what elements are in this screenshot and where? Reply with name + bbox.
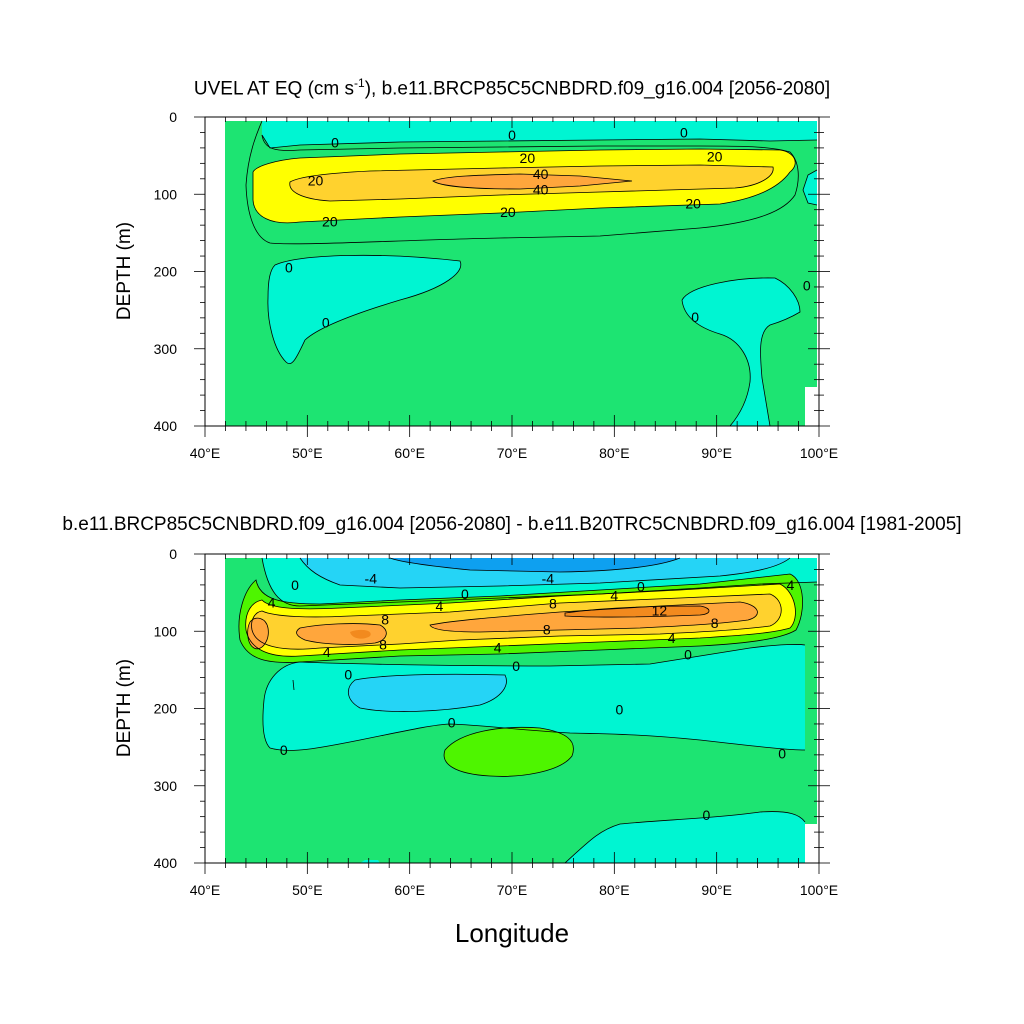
bottom-bottom-cyan-region: [565, 811, 805, 863]
top-jet-60-region: [433, 174, 632, 189]
top-east-negative-patch: [803, 170, 817, 205]
x-tick-label: 80°E: [599, 882, 630, 898]
contour-label: 0: [448, 714, 456, 730]
contour-label: 0: [680, 124, 688, 140]
contour-label: 0: [280, 742, 288, 758]
contour-label: 8: [711, 615, 719, 631]
x-tick-label: 100°E: [800, 882, 838, 898]
x-tick-label: 50°E: [292, 882, 323, 898]
x-tick-label: 90°E: [701, 445, 732, 461]
top-axes: 40°E 50°E 60°E 70°E 80°E 90°E 100°E01002003004…: [154, 109, 839, 461]
y-tick-label: 400: [154, 418, 178, 434]
top-y-axis-label: DEPTH (m): [114, 222, 135, 320]
contour-label: 4: [435, 598, 443, 614]
contour-label: 20: [322, 213, 338, 229]
contour-label: 8: [549, 595, 557, 611]
contour-label: 0: [637, 578, 645, 594]
contour-label: 40: [533, 182, 549, 198]
x-tick-label: 70°E: [497, 882, 528, 898]
contour-label: 0: [684, 646, 692, 662]
top-contour-lines: [245, 120, 818, 426]
x-tick-label: 100°E: [800, 445, 838, 461]
contour-label: 4: [268, 595, 276, 611]
contour-label: 4: [494, 639, 502, 655]
contour-label: 0: [322, 314, 330, 330]
y-tick-label: 200: [154, 701, 178, 717]
contour-label: 8: [379, 636, 387, 652]
contour-label: 4: [668, 630, 676, 646]
contour-label: 0: [461, 586, 469, 602]
x-axis-label: Longitude: [454, 918, 570, 948]
bottom-contour-fill: [225, 557, 818, 863]
contour-label: 20: [308, 172, 324, 188]
contour-label: 0: [508, 127, 516, 143]
top-deep-west-negative: [267, 255, 461, 364]
contour-label: 0: [803, 277, 811, 293]
contour-label: 0: [703, 807, 711, 823]
bottom-panel-title: b.e11.BRCP85C5CNBDRD.f09_g16.004 [2056-2…: [62, 514, 962, 535]
contour-label: 40: [533, 166, 549, 182]
contour-label: 4: [610, 588, 618, 604]
contour-label: 4: [323, 644, 331, 660]
y-tick-label: 0: [169, 546, 177, 562]
contour-label: 0: [344, 667, 352, 683]
top-deep-east-negative: [682, 277, 800, 426]
top-surface-negative-region: [262, 121, 817, 148]
y-tick-label: 300: [154, 778, 178, 794]
y-tick-label: 100: [154, 186, 178, 202]
contour-label: 12: [652, 602, 668, 618]
y-tick-label: 0: [169, 109, 177, 125]
x-tick-label: 90°E: [701, 882, 732, 898]
bottom-axes: 40°E 50°E 60°E 70°E 80°E 90°E 100°E 0 100 200 300 4…: [154, 546, 839, 898]
x-tick-label: 50°E: [292, 445, 323, 461]
contour-label: -4: [542, 571, 555, 587]
y-tick-label: 300: [154, 341, 178, 357]
x-tick-label: 40°E: [190, 882, 221, 898]
contour-label: 0: [331, 134, 339, 150]
bottom-panel: 40°E 50°E 60°E 70°E 80°E 90°E 100°E 0 100 200 300 4…: [114, 546, 838, 898]
top-panel-title: UVEL AT EQ (cm s-1), b.e11.BRCP85C5CNBDR…: [193, 76, 831, 100]
y-tick-label: 100: [154, 623, 178, 639]
bottom-deep-lens: [348, 674, 507, 712]
contour-label: 8: [381, 612, 389, 628]
x-tick-label: 80°E: [599, 445, 630, 461]
y-tick-label: 400: [154, 855, 178, 871]
contour-label: 8: [543, 622, 551, 638]
x-tick-label: 70°E: [497, 445, 528, 461]
bottom-neg8-region: [390, 558, 680, 572]
y-tick-label: 200: [154, 264, 178, 280]
contour-label: 0: [616, 701, 624, 717]
contour-label: 0: [778, 745, 786, 761]
contour-label: 20: [520, 150, 536, 166]
bottom-contour-lines: [238, 557, 818, 863]
bottom-neg4-region: [300, 558, 790, 588]
top-contour-fill: [225, 120, 818, 426]
x-tick-label: 60°E: [394, 882, 425, 898]
contour-label: 20: [500, 204, 516, 220]
contour-label: 20: [707, 148, 723, 164]
bottom-y-axis-label: DEPTH (m): [114, 659, 135, 757]
contour-label: 4: [786, 577, 794, 593]
x-tick-label: 40°E: [190, 445, 221, 461]
contour-label: 0: [291, 577, 299, 593]
bottom-deep-green-pocket: [444, 727, 574, 777]
bottom-deep-cyan-band: [262, 644, 805, 751]
contour-label: 0: [691, 309, 699, 325]
contour-label: -4: [365, 571, 378, 587]
contour-label: 0: [512, 658, 520, 674]
bottom-pos20-core: [350, 606, 709, 639]
contour-label: 20: [685, 196, 701, 212]
bottom-floor-tick-region: [360, 860, 380, 863]
top-panel: 40°E 50°E 60°E 70°E 80°E 90°E 100°E01002003004…: [114, 109, 838, 461]
x-tick-label: 60°E: [394, 445, 425, 461]
contour-label: 0: [285, 260, 293, 276]
